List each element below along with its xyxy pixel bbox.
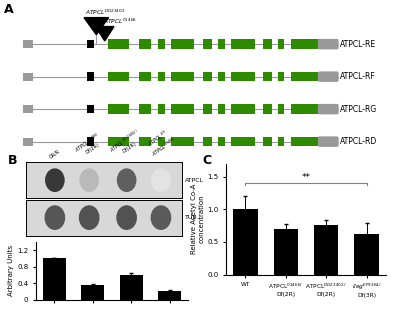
Bar — [307, 137, 327, 146]
Bar — [278, 105, 284, 114]
Bar — [218, 105, 225, 114]
Bar — [87, 72, 94, 81]
Bar — [171, 137, 194, 146]
Bar — [81, 285, 104, 300]
FancyBboxPatch shape — [318, 39, 339, 49]
Bar — [23, 138, 33, 145]
Bar — [232, 72, 255, 81]
Ellipse shape — [151, 206, 170, 229]
Polygon shape — [84, 17, 109, 35]
Bar — [203, 105, 212, 114]
Ellipse shape — [152, 169, 170, 191]
Bar — [307, 39, 327, 49]
Bar — [43, 258, 66, 300]
Bar — [232, 39, 255, 49]
Bar — [232, 137, 255, 146]
Bar — [120, 275, 143, 300]
Text: **: ** — [302, 173, 310, 182]
Y-axis label: Relative Acetyl Co-A
concentration: Relative Acetyl Co-A concentration — [191, 184, 204, 254]
Bar — [298, 105, 302, 114]
Bar — [139, 137, 151, 146]
Text: $ATPCL^{DG23402/}$
Df(2R): $ATPCL^{DG23402/}$ Df(2R) — [108, 127, 146, 159]
Text: $ATPCL^{01466/}$
Df(2R): $ATPCL^{01466/}$ Df(2R) — [72, 130, 106, 159]
Bar — [158, 39, 165, 49]
FancyBboxPatch shape — [318, 71, 339, 82]
Bar — [158, 291, 181, 300]
Bar — [158, 137, 165, 146]
Bar — [23, 105, 33, 113]
Text: OR/R: OR/R — [48, 148, 61, 159]
Ellipse shape — [46, 169, 64, 191]
Bar — [291, 105, 310, 114]
Text: $ATPCL^{DG23402}$: $ATPCL^{DG23402}$ — [85, 7, 125, 17]
Bar — [218, 137, 225, 146]
Bar — [171, 105, 194, 114]
Bar — [274, 229, 298, 275]
Text: ATPCL-RF: ATPCL-RF — [340, 72, 376, 81]
Bar — [233, 209, 258, 275]
Bar — [87, 137, 94, 146]
FancyBboxPatch shape — [318, 136, 339, 147]
Bar — [23, 73, 33, 80]
Y-axis label: Arbitrary Units: Arbitrary Units — [8, 245, 14, 296]
Ellipse shape — [118, 169, 136, 191]
Bar — [298, 39, 302, 49]
Bar — [263, 105, 272, 114]
Bar — [263, 39, 272, 49]
Text: C: C — [202, 154, 211, 168]
Bar — [171, 72, 194, 81]
Bar — [203, 39, 212, 49]
Text: B: B — [8, 154, 18, 168]
Bar — [158, 72, 165, 81]
Bar — [307, 72, 327, 81]
Bar — [263, 137, 272, 146]
Bar — [203, 137, 212, 146]
Ellipse shape — [117, 206, 136, 229]
Bar — [87, 40, 94, 48]
Bar — [278, 72, 284, 81]
Bar — [23, 40, 33, 48]
Text: $ATPCL^{47/}$
$ATPCL^{01466}$: $ATPCL^{47/}$ $ATPCL^{01466}$ — [144, 127, 178, 159]
Bar — [291, 137, 310, 146]
Bar — [203, 72, 212, 81]
Text: ATPCL-RD: ATPCL-RD — [340, 137, 378, 146]
Bar — [278, 137, 284, 146]
Bar — [291, 72, 310, 81]
Bar — [171, 39, 194, 49]
Text: ATPCL: ATPCL — [185, 178, 204, 183]
Bar — [298, 137, 302, 146]
Ellipse shape — [80, 169, 98, 191]
Polygon shape — [96, 27, 114, 41]
FancyBboxPatch shape — [318, 104, 339, 115]
Bar — [278, 39, 284, 49]
Bar — [218, 72, 225, 81]
Bar — [108, 72, 129, 81]
Bar — [139, 105, 151, 114]
Bar — [263, 72, 272, 81]
Bar — [139, 39, 151, 49]
Bar — [108, 105, 129, 114]
Bar — [307, 105, 327, 114]
Bar — [314, 225, 338, 275]
Bar — [298, 72, 302, 81]
Text: A: A — [4, 3, 14, 16]
Bar — [87, 105, 94, 114]
Bar — [108, 39, 129, 49]
Bar — [139, 72, 151, 81]
Text: ATPCL-RG: ATPCL-RG — [340, 105, 378, 114]
Text: $ATPCL^{01466}$: $ATPCL^{01466}$ — [103, 17, 137, 26]
Bar — [354, 234, 379, 275]
Ellipse shape — [45, 206, 64, 229]
Bar — [218, 39, 225, 49]
Bar — [232, 105, 255, 114]
Text: TUB: TUB — [185, 215, 198, 220]
Bar — [158, 105, 165, 114]
Bar — [108, 137, 129, 146]
Text: ATPCL-RE: ATPCL-RE — [340, 40, 376, 49]
Ellipse shape — [80, 206, 99, 229]
Bar — [291, 39, 310, 49]
